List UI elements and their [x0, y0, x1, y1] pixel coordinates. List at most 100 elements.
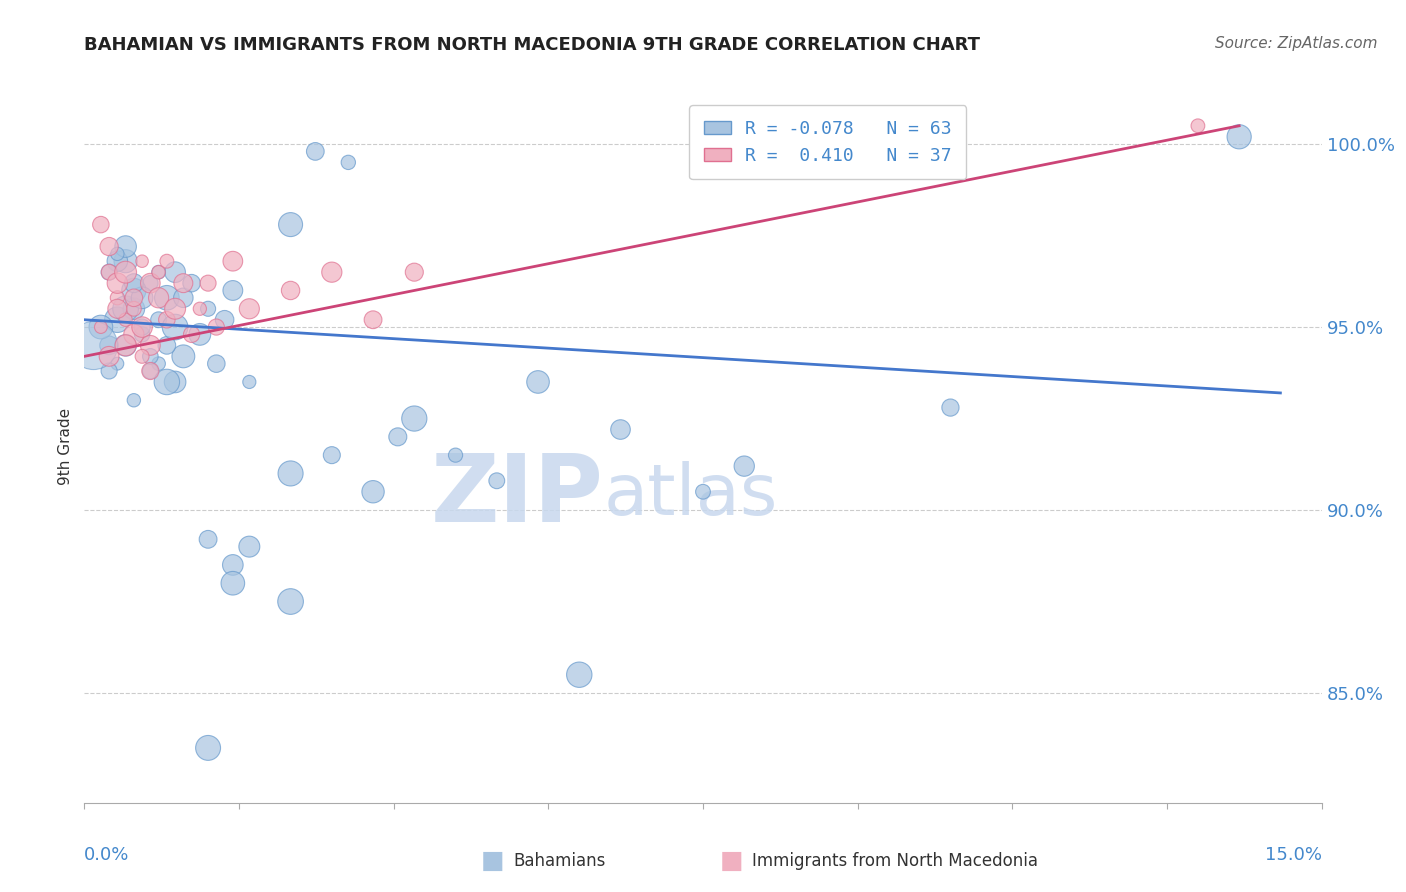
Point: [114, 338, 136, 352]
Point: [122, 393, 145, 408]
Point: [114, 312, 136, 326]
Point: [188, 301, 211, 316]
Point: [733, 459, 755, 474]
Point: [321, 265, 343, 279]
Point: [165, 265, 187, 279]
Point: [98, 338, 121, 352]
Text: 15.0%: 15.0%: [1264, 846, 1322, 863]
Point: [139, 338, 162, 352]
Point: [114, 301, 136, 316]
Text: 0.0%: 0.0%: [84, 846, 129, 863]
Point: [122, 276, 145, 290]
Point: [238, 301, 260, 316]
Point: [98, 364, 121, 378]
Point: [188, 327, 211, 342]
Point: [222, 284, 245, 298]
Point: [172, 291, 194, 305]
Point: [114, 239, 136, 253]
Text: ■: ■: [720, 849, 742, 872]
Point: [98, 265, 121, 279]
Text: Immigrants from North Macedonia: Immigrants from North Macedonia: [752, 852, 1038, 870]
Point: [939, 401, 962, 415]
Point: [527, 375, 550, 389]
Point: [304, 145, 326, 159]
Point: [105, 276, 128, 290]
Point: [131, 320, 153, 334]
Point: [98, 265, 121, 279]
Point: [114, 338, 136, 352]
Point: [165, 301, 187, 316]
Point: [444, 448, 467, 462]
Point: [131, 327, 153, 342]
Point: [148, 357, 170, 371]
Point: [148, 265, 170, 279]
Point: [568, 667, 591, 681]
Point: [321, 448, 343, 462]
Point: [180, 327, 202, 342]
Point: [148, 291, 170, 305]
Point: [361, 484, 384, 499]
Point: [197, 276, 219, 290]
Point: [222, 558, 245, 572]
Text: atlas: atlas: [605, 461, 779, 531]
Point: [105, 291, 128, 305]
Legend: R = -0.078   N = 63, R =  0.410   N = 37: R = -0.078 N = 63, R = 0.410 N = 37: [689, 105, 966, 179]
Point: [197, 533, 219, 547]
Point: [105, 357, 128, 371]
Point: [90, 218, 112, 232]
Y-axis label: 9th Grade: 9th Grade: [58, 408, 73, 484]
Point: [122, 301, 145, 316]
Point: [156, 291, 179, 305]
Point: [172, 349, 194, 363]
Point: [122, 301, 145, 316]
Point: [156, 312, 179, 326]
Text: Source: ZipAtlas.com: Source: ZipAtlas.com: [1215, 36, 1378, 51]
Point: [205, 320, 228, 334]
Point: [139, 364, 162, 378]
Point: [238, 540, 260, 554]
Point: [280, 467, 302, 481]
Point: [122, 284, 145, 298]
Point: [485, 474, 508, 488]
Point: [98, 239, 121, 253]
Point: [139, 349, 162, 363]
Point: [361, 312, 384, 326]
Point: [205, 357, 228, 371]
Point: [82, 338, 104, 352]
Point: [90, 320, 112, 334]
Point: [280, 284, 302, 298]
Point: [238, 375, 260, 389]
Point: [1227, 129, 1250, 144]
Point: [122, 291, 145, 305]
Point: [105, 254, 128, 268]
Point: [131, 320, 153, 334]
Point: [105, 301, 128, 316]
Point: [156, 338, 179, 352]
Point: [114, 265, 136, 279]
Point: [404, 265, 426, 279]
Point: [90, 320, 112, 334]
Point: [404, 411, 426, 425]
Point: [172, 276, 194, 290]
Point: [280, 218, 302, 232]
Point: [165, 320, 187, 334]
Point: [609, 423, 631, 437]
Point: [197, 740, 219, 755]
Point: [139, 276, 162, 290]
Point: [98, 349, 121, 363]
Point: [148, 265, 170, 279]
Point: [165, 375, 187, 389]
Point: [156, 254, 179, 268]
Point: [180, 276, 202, 290]
Text: BAHAMIAN VS IMMIGRANTS FROM NORTH MACEDONIA 9TH GRADE CORRELATION CHART: BAHAMIAN VS IMMIGRANTS FROM NORTH MACEDO…: [84, 36, 980, 54]
Point: [139, 276, 162, 290]
Point: [148, 312, 170, 326]
Point: [387, 430, 409, 444]
Point: [337, 155, 360, 169]
Point: [105, 247, 128, 261]
Point: [114, 254, 136, 268]
Point: [131, 291, 153, 305]
Point: [214, 312, 236, 326]
Text: ■: ■: [481, 849, 503, 872]
Text: Bahamians: Bahamians: [513, 852, 606, 870]
